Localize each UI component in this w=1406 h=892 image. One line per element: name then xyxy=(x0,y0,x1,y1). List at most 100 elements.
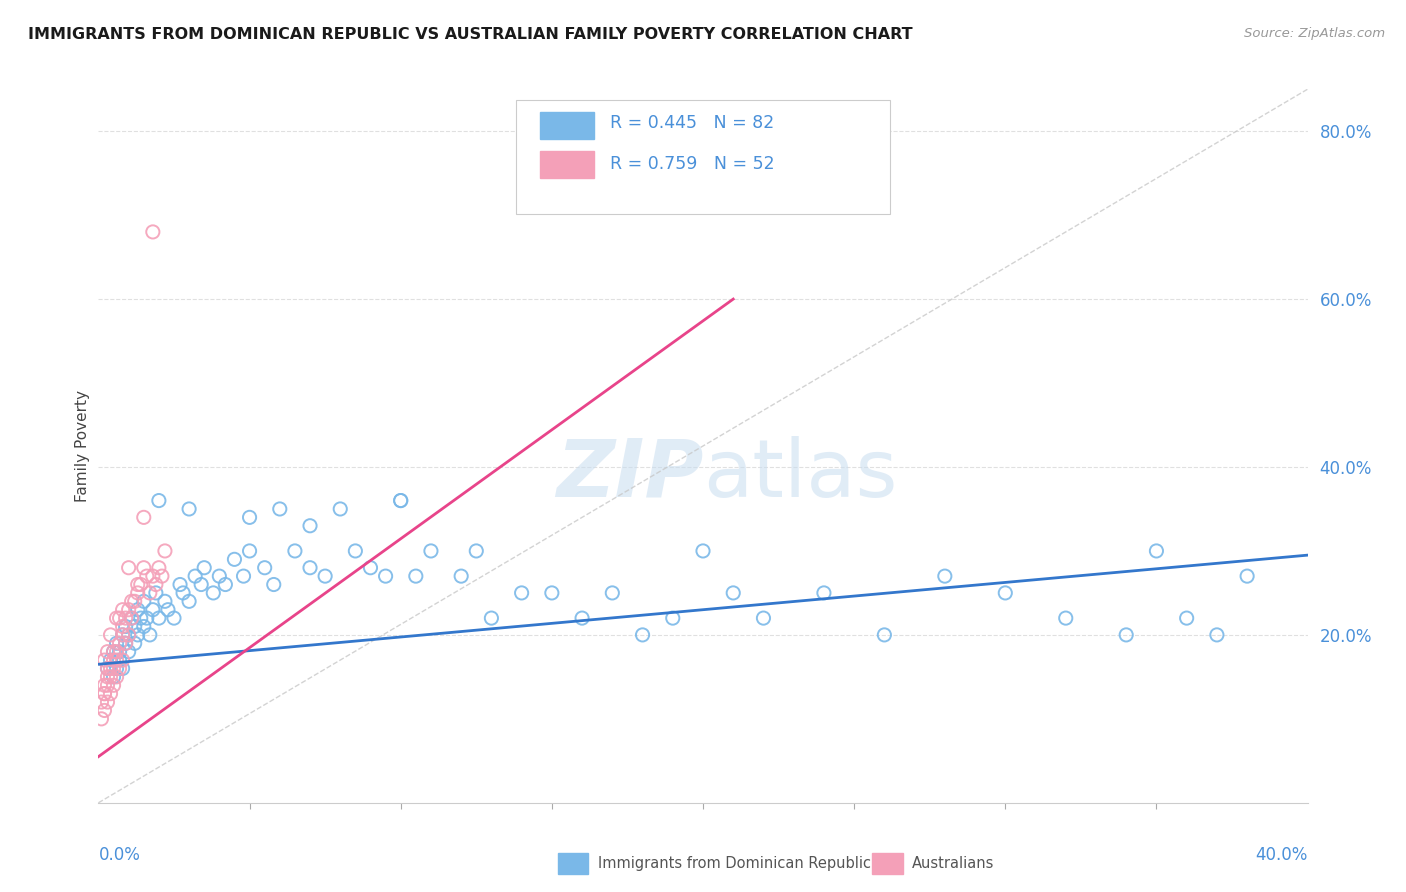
Point xyxy=(118,628,141,642)
Text: 0.0%: 0.0% xyxy=(98,846,141,863)
Point xyxy=(172,586,194,600)
FancyBboxPatch shape xyxy=(558,853,588,874)
Point xyxy=(405,569,427,583)
Point xyxy=(465,544,488,558)
Point xyxy=(114,636,136,650)
Point xyxy=(344,544,367,558)
Point xyxy=(1175,611,1198,625)
Point xyxy=(105,661,128,675)
Point xyxy=(90,712,112,726)
Point xyxy=(118,628,141,642)
Point xyxy=(1054,611,1077,625)
Point xyxy=(90,695,112,709)
Point xyxy=(100,628,122,642)
Point xyxy=(148,560,170,574)
FancyBboxPatch shape xyxy=(872,853,903,874)
Point xyxy=(132,594,155,608)
Point xyxy=(111,619,134,633)
Point xyxy=(127,577,149,591)
Y-axis label: Family Poverty: Family Poverty xyxy=(75,390,90,502)
FancyBboxPatch shape xyxy=(516,100,890,214)
Point xyxy=(129,577,152,591)
Point xyxy=(103,678,125,692)
Point xyxy=(111,603,134,617)
Point xyxy=(139,628,162,642)
Point xyxy=(105,670,128,684)
Point xyxy=(450,569,472,583)
Point xyxy=(389,493,412,508)
FancyBboxPatch shape xyxy=(540,112,595,139)
Point xyxy=(602,586,624,600)
Point xyxy=(269,502,291,516)
Point xyxy=(93,687,115,701)
Point xyxy=(813,586,835,600)
Point xyxy=(193,560,215,574)
Point xyxy=(111,628,134,642)
Point xyxy=(121,611,143,625)
Point xyxy=(284,544,307,558)
Point xyxy=(121,594,143,608)
Text: Australians: Australians xyxy=(912,856,994,871)
Point xyxy=(360,560,382,574)
Point xyxy=(1115,628,1137,642)
Point xyxy=(1144,544,1167,558)
Point xyxy=(118,603,141,617)
Point xyxy=(118,645,141,659)
Point xyxy=(127,628,149,642)
Point xyxy=(100,687,122,701)
Point xyxy=(103,653,125,667)
Point xyxy=(100,661,122,675)
Point xyxy=(299,560,322,574)
Text: R = 0.445   N = 82: R = 0.445 N = 82 xyxy=(610,114,775,132)
Point xyxy=(135,611,157,625)
Point xyxy=(208,569,231,583)
Point xyxy=(127,586,149,600)
Point xyxy=(135,569,157,583)
Point xyxy=(150,569,173,583)
Point xyxy=(93,703,115,717)
Point xyxy=(540,586,562,600)
Point xyxy=(153,544,176,558)
Point xyxy=(121,611,143,625)
Point xyxy=(374,569,396,583)
Point xyxy=(114,619,136,633)
Point xyxy=(96,661,118,675)
Point xyxy=(1206,628,1229,642)
Point xyxy=(752,611,775,625)
Point xyxy=(132,510,155,524)
Point xyxy=(108,636,131,650)
Text: ZIP: ZIP xyxy=(555,435,703,514)
Point xyxy=(111,661,134,675)
Point xyxy=(105,636,128,650)
Point xyxy=(481,611,503,625)
Point xyxy=(111,628,134,642)
Point xyxy=(148,493,170,508)
Point xyxy=(263,577,285,591)
Point xyxy=(156,603,179,617)
Point xyxy=(105,611,128,625)
Point xyxy=(108,661,131,675)
Point xyxy=(114,636,136,650)
Point xyxy=(934,569,956,583)
Point xyxy=(124,594,146,608)
Text: R = 0.759   N = 52: R = 0.759 N = 52 xyxy=(610,155,775,173)
Point xyxy=(93,678,115,692)
Point xyxy=(93,653,115,667)
Point xyxy=(214,577,236,591)
Point xyxy=(184,569,207,583)
Point xyxy=(571,611,593,625)
Point xyxy=(96,661,118,675)
Point xyxy=(132,619,155,633)
Point xyxy=(329,502,352,516)
Text: Immigrants from Dominican Republic: Immigrants from Dominican Republic xyxy=(598,856,870,871)
Point xyxy=(93,687,115,701)
Point xyxy=(103,670,125,684)
Point xyxy=(873,628,896,642)
Point xyxy=(142,569,165,583)
Point xyxy=(163,611,186,625)
Point xyxy=(108,645,131,659)
Point xyxy=(202,586,225,600)
Point xyxy=(994,586,1017,600)
Point xyxy=(100,653,122,667)
Point xyxy=(179,502,201,516)
